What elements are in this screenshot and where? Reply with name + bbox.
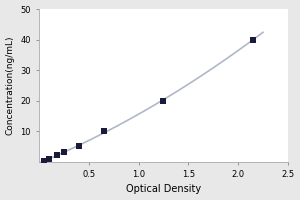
Point [61, 151, 66, 154]
Point [46, 158, 51, 161]
Point [55, 154, 59, 157]
Y-axis label: Concentration(ng/mL): Concentration(ng/mL) [6, 36, 15, 135]
Point [76, 145, 81, 148]
X-axis label: Optical Density: Optical Density [126, 184, 201, 194]
Point [42, 159, 46, 162]
Point [161, 99, 166, 102]
Point [101, 129, 106, 133]
Point [250, 38, 255, 41]
